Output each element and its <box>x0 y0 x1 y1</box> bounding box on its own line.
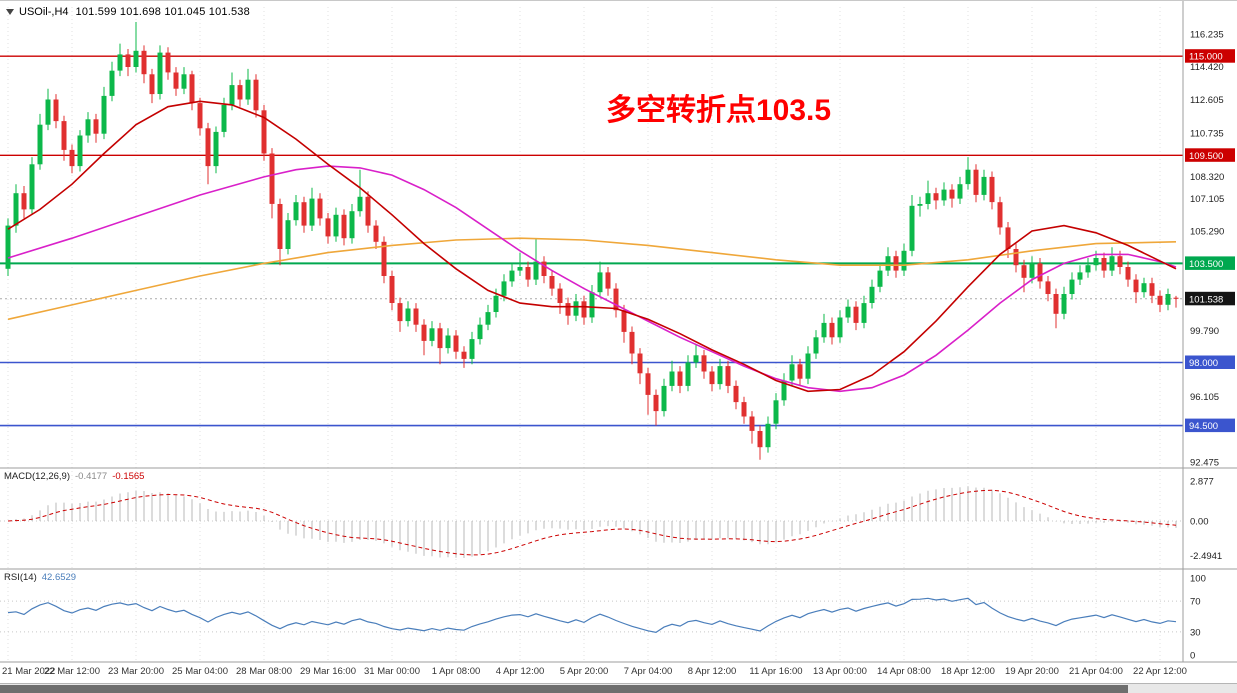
svg-text:21 Mar 2022: 21 Mar 2022 <box>2 666 55 677</box>
svg-text:29 Mar 16:00: 29 Mar 16:00 <box>300 666 356 677</box>
svg-text:-2.4941: -2.4941 <box>1190 551 1222 562</box>
rsi-name: RSI(14) <box>4 572 37 583</box>
svg-text:0.00: 0.00 <box>1190 517 1209 528</box>
rsi-value: 42.6529 <box>41 572 77 583</box>
svg-text:4 Apr 12:00: 4 Apr 12:00 <box>496 666 545 677</box>
svg-text:101.538: 101.538 <box>1189 294 1223 305</box>
rsi-label: RSI(14) 42.6529 <box>4 572 81 583</box>
svg-text:2.877: 2.877 <box>1190 477 1214 488</box>
svg-text:11 Apr 16:00: 11 Apr 16:00 <box>749 666 802 677</box>
symbol-period-label: USOil-,H4 <box>19 6 69 18</box>
svg-text:94.500: 94.500 <box>1189 421 1218 432</box>
macd-name: MACD(12,26,9) <box>4 471 70 482</box>
svg-text:31 Mar 00:00: 31 Mar 00:00 <box>364 666 420 677</box>
scrollbar-thumb[interactable] <box>0 685 1128 693</box>
svg-text:28 Mar 08:00: 28 Mar 08:00 <box>236 666 292 677</box>
symbol-dropdown-icon[interactable] <box>6 9 14 16</box>
svg-text:108.320: 108.320 <box>1190 172 1224 183</box>
macd-value: -0.4177 <box>75 471 108 482</box>
svg-text:107.105: 107.105 <box>1190 194 1224 205</box>
svg-text:19 Apr 20:00: 19 Apr 20:00 <box>1005 666 1059 677</box>
svg-text:100: 100 <box>1190 574 1206 585</box>
annotation-text[interactable]: 多空转折点103.5 <box>606 94 832 127</box>
svg-text:110.735: 110.735 <box>1190 129 1224 140</box>
svg-text:99.790: 99.790 <box>1190 326 1219 337</box>
horizontal-scrollbar[interactable] <box>0 683 1237 693</box>
svg-text:98.000: 98.000 <box>1189 358 1218 369</box>
svg-text:22 Mar 12:00: 22 Mar 12:00 <box>44 666 100 677</box>
svg-text:109.500: 109.500 <box>1189 151 1223 162</box>
svg-text:112.605: 112.605 <box>1190 95 1224 106</box>
svg-text:70: 70 <box>1190 597 1201 608</box>
svg-text:22 Apr 12:00: 22 Apr 12:00 <box>1133 666 1187 677</box>
macd-label: MACD(12,26,9) -0.4177 -0.1565 <box>4 471 149 482</box>
ohlc-readout: 101.599 101.698 101.045 101.538 <box>75 6 250 18</box>
chart-title: USOil-,H4 101.599 101.698 101.045 101.538 <box>6 6 250 18</box>
svg-text:92.475: 92.475 <box>1190 458 1219 469</box>
macd-signal-value: -0.1565 <box>112 471 145 482</box>
svg-text:105.290: 105.290 <box>1190 227 1224 238</box>
svg-text:7 Apr 04:00: 7 Apr 04:00 <box>624 666 673 677</box>
svg-text:18 Apr 12:00: 18 Apr 12:00 <box>941 666 995 677</box>
svg-text:114.420: 114.420 <box>1190 62 1224 73</box>
svg-text:1 Apr 08:00: 1 Apr 08:00 <box>432 666 481 677</box>
svg-text:21 Apr 04:00: 21 Apr 04:00 <box>1069 666 1123 677</box>
svg-text:5 Apr 20:00: 5 Apr 20:00 <box>560 666 609 677</box>
svg-text:0: 0 <box>1190 651 1195 662</box>
svg-text:103.500: 103.500 <box>1189 259 1223 270</box>
svg-text:14 Apr 08:00: 14 Apr 08:00 <box>877 666 931 677</box>
svg-text:116.235: 116.235 <box>1190 30 1224 41</box>
svg-text:96.105: 96.105 <box>1190 392 1219 403</box>
svg-text:115.000: 115.000 <box>1189 52 1223 63</box>
svg-text:13 Apr 00:00: 13 Apr 00:00 <box>813 666 867 677</box>
svg-text:25 Mar 04:00: 25 Mar 04:00 <box>172 666 228 677</box>
svg-text:8 Apr 12:00: 8 Apr 12:00 <box>688 666 737 677</box>
svg-text:30: 30 <box>1190 627 1201 638</box>
svg-text:23 Mar 20:00: 23 Mar 20:00 <box>108 666 164 677</box>
